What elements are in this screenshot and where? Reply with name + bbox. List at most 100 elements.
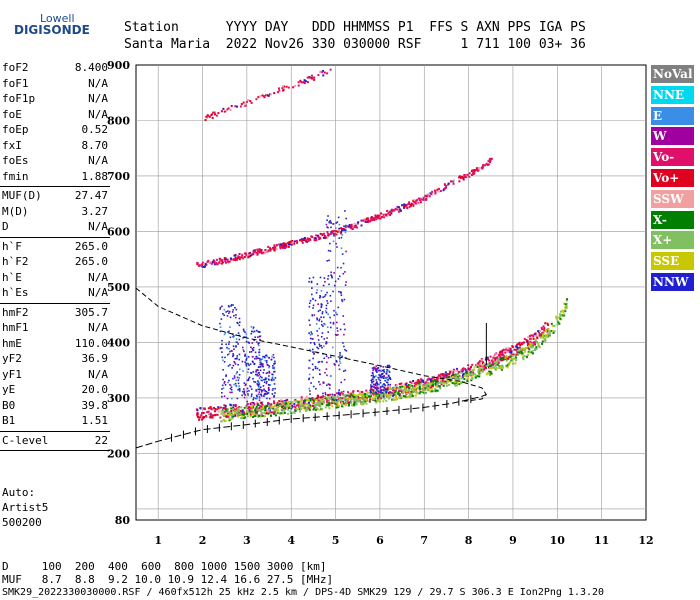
echo-point xyxy=(230,104,233,107)
param-row: fmin 1.88 xyxy=(2,170,108,184)
spread-echo-point xyxy=(234,306,236,309)
echo-point xyxy=(436,379,439,382)
spread-echo-point xyxy=(265,393,268,395)
echo-point xyxy=(321,407,324,410)
echo-point xyxy=(490,372,493,375)
spread-echo-point xyxy=(318,381,320,383)
echo-point xyxy=(227,107,230,110)
echo-point xyxy=(347,404,350,407)
spread-echo-point xyxy=(219,306,222,309)
echo-point xyxy=(315,399,318,402)
spread-echo-point xyxy=(265,354,268,357)
spread-echo-point xyxy=(339,392,342,395)
spread-echo-point xyxy=(258,393,261,396)
echo-point xyxy=(388,387,391,390)
echo-point xyxy=(404,385,407,388)
spread-echo-point xyxy=(338,223,341,226)
echo-point xyxy=(244,104,247,107)
echo-point xyxy=(371,390,374,393)
spread-echo-point xyxy=(373,368,375,370)
echo-point xyxy=(494,365,497,368)
echo-point xyxy=(229,257,232,260)
echo-point xyxy=(563,302,566,305)
echo-point xyxy=(336,230,339,233)
spread-echo-point xyxy=(341,253,344,255)
echo-point xyxy=(344,398,347,401)
echo-point xyxy=(301,239,304,242)
param-separator xyxy=(0,236,110,238)
echo-point xyxy=(450,378,453,381)
echo-point xyxy=(298,410,301,413)
echo-point xyxy=(232,404,235,407)
echo-point xyxy=(374,390,377,393)
echo-point xyxy=(453,382,456,385)
param-value: N/A xyxy=(88,367,108,381)
echo-point xyxy=(422,198,425,201)
spread-echo-point xyxy=(259,335,262,337)
echo-point xyxy=(254,407,257,410)
echo-point xyxy=(353,395,356,398)
echo-point xyxy=(297,401,300,404)
spread-echo-point xyxy=(344,271,346,273)
echo-point xyxy=(376,214,379,217)
spread-echo-point xyxy=(262,385,265,387)
spread-echo-point xyxy=(222,312,224,315)
echo-point xyxy=(365,399,368,402)
echo-point xyxy=(380,212,383,215)
spread-echo-point xyxy=(374,367,376,369)
echo-point xyxy=(234,414,237,417)
spread-echo-point xyxy=(317,334,319,337)
echo-point xyxy=(499,365,502,368)
spread-echo-point xyxy=(264,359,267,362)
spread-echo-point xyxy=(266,363,269,366)
echo-point xyxy=(430,386,433,389)
spread-echo-point xyxy=(316,397,319,400)
spread-echo-point xyxy=(344,357,347,359)
echo-point xyxy=(440,383,443,386)
echo-point xyxy=(361,401,364,404)
echo-point xyxy=(490,157,493,160)
echo-point xyxy=(340,405,343,408)
echo-point xyxy=(468,175,471,178)
spread-echo-point xyxy=(259,366,262,368)
echo-point xyxy=(531,343,534,346)
echo-point xyxy=(335,406,338,409)
spread-echo-point xyxy=(370,386,372,388)
echo-point xyxy=(319,71,322,74)
spread-echo-point xyxy=(378,376,381,379)
spread-echo-point xyxy=(318,373,321,375)
echo-point xyxy=(336,405,339,408)
echo-point xyxy=(495,367,498,370)
spread-echo-point xyxy=(377,378,380,380)
echo-point xyxy=(538,329,541,332)
echo-point xyxy=(505,357,508,360)
echo-point xyxy=(296,408,299,411)
echo-point xyxy=(355,396,358,399)
spread-echo-point xyxy=(343,298,346,301)
echo-point xyxy=(315,407,318,410)
echo-point xyxy=(302,407,305,410)
echo-point xyxy=(439,379,442,382)
echo-point xyxy=(373,218,376,221)
echo-point xyxy=(527,343,530,346)
spread-echo-point xyxy=(251,342,254,344)
echo-point xyxy=(397,210,400,213)
spread-echo-point xyxy=(329,220,332,222)
spread-echo-point xyxy=(388,370,390,372)
spread-echo-point xyxy=(238,387,241,390)
echo-point xyxy=(322,399,325,402)
spread-echo-point xyxy=(320,335,323,338)
echo-point xyxy=(424,383,427,386)
echo-point xyxy=(429,390,432,393)
echo-point xyxy=(397,392,400,395)
spread-echo-point xyxy=(253,380,255,383)
spread-echo-point xyxy=(344,231,347,234)
echo-point xyxy=(249,410,252,413)
spread-echo-point xyxy=(261,376,263,379)
spread-echo-point xyxy=(273,396,275,398)
echo-point xyxy=(199,264,202,267)
spread-echo-point xyxy=(381,375,384,378)
echo-point xyxy=(290,407,293,410)
spread-echo-point xyxy=(235,341,237,343)
echo-point xyxy=(327,234,330,237)
